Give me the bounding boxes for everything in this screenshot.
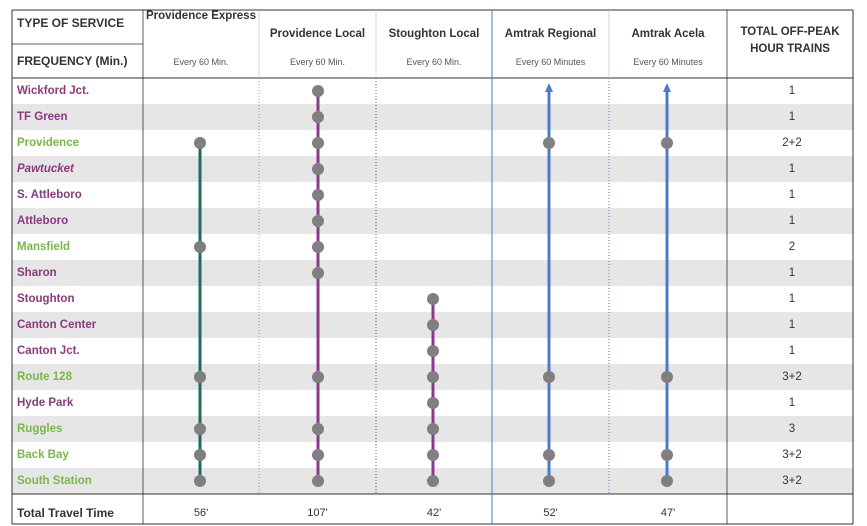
row-band [12,208,853,234]
stop-dot [661,371,673,383]
stop-dot [427,475,439,487]
arrow-icon [663,83,671,92]
total-trains-value: 1 [788,111,796,123]
station-name: Pawtucket [17,163,74,175]
stop-dot [194,423,206,435]
stop-dot [194,241,206,253]
stop-dot [427,293,439,305]
stop-dot [194,371,206,383]
stop-dot [543,137,555,149]
stop-dot [194,475,206,487]
total-trains-value: 1 [788,267,796,279]
type-of-service-label: TYPE OF SERVICE [17,16,125,30]
station-name: Attleboro [17,215,69,227]
stop-dot [312,475,324,487]
station-name: Canton Center [17,319,97,331]
station-name: Ruggles [17,423,63,435]
station-name: Mansfield [17,241,71,253]
service-name: Amtrak Acela [631,28,705,40]
travel-time-value: 42' [426,507,442,519]
total-trains-value: 2 [788,241,796,253]
total-trains-value: 1 [788,319,796,331]
row-band [12,104,853,130]
stop-dot [194,449,206,461]
travel-time-value: 47' [660,507,676,519]
total-trains-value: 2+2 [782,137,802,149]
total-trains-header: TOTAL OFF-PEAK HOUR TRAINS [740,26,840,55]
station-name: Hyde Park [17,397,74,409]
service-name: Stoughton Local [388,28,480,40]
stop-dot [312,137,324,149]
stop-dot [661,449,673,461]
stop-dot [427,371,439,383]
total-travel-time-label: Total Travel Time [17,506,114,520]
stop-dot [312,85,324,97]
service-name: Providence Local [269,28,366,40]
service-name: Amtrak Regional [504,28,597,40]
station-name: Providence [17,137,79,149]
stop-dot [312,111,324,123]
travel-time-value: 52' [543,507,558,519]
service-name: Providence Express [146,10,256,22]
stop-dot [312,423,324,435]
stop-dot [543,371,555,383]
stop-dot [427,397,439,409]
total-trains-value: 1 [788,345,796,357]
service-frequency: Every 60 Minutes [633,57,703,67]
travel-time-value: 107' [307,507,328,519]
stop-dot [427,423,439,435]
station-name: Sharon [17,267,57,279]
station-name: TF Green [17,111,68,123]
total-trains-value: 1 [788,397,796,409]
stop-dot [427,345,439,357]
total-trains-value: 1 [788,85,796,97]
stop-dot [194,137,206,149]
stop-dot [312,267,324,279]
total-trains-value: 3+2 [782,475,802,487]
service-frequency: Every 60 Minutes [515,57,586,67]
total-trains-value: 1 [788,215,796,227]
stop-dot [543,449,555,461]
frequency-label: FREQUENCY (Min.) [17,54,128,68]
travel-time-value: 56' [193,507,209,519]
total-trains-value: 1 [788,293,796,305]
station-name: Route 128 [17,371,72,383]
stop-dot [427,319,439,331]
stop-dot [312,371,324,383]
arrow-icon [545,83,553,92]
station-name: Back Bay [17,449,69,461]
row-band [12,260,853,286]
total-trains-value: 3+2 [782,449,802,461]
stop-dot [661,137,673,149]
service-frequency: Every 60 Min. [406,57,462,67]
stop-dot [312,189,324,201]
station-name: Stoughton [17,293,75,305]
total-trains-value: 1 [788,163,796,175]
row-band [12,156,853,182]
stop-dot [312,241,324,253]
station-name: South Station [17,475,92,487]
station-name: S. Attleboro [17,189,82,201]
stop-dot [312,449,324,461]
station-name: Canton Jct. [17,345,80,357]
stop-dot [312,215,324,227]
total-trains-value: 3 [788,423,796,435]
stop-dot [661,475,673,487]
total-trains-value: 3+2 [782,371,802,383]
service-frequency: Every 60 Min. [289,57,346,67]
service-frequency: Every 60 Min. [173,57,229,67]
stop-dot [543,475,555,487]
total-trains-value: 1 [788,189,796,201]
stop-dot [427,449,439,461]
station-name: Wickford Jct. [17,85,90,97]
stop-dot [312,163,324,175]
